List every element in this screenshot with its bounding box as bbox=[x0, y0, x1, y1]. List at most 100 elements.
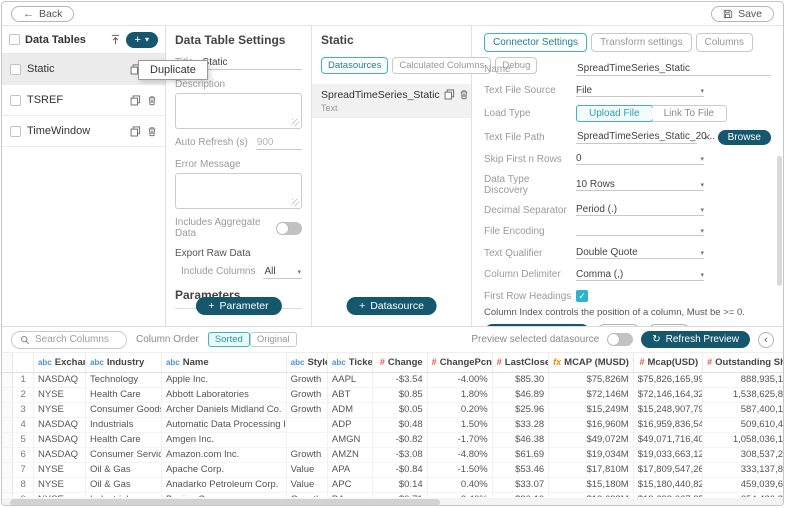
row-checkbox[interactable] bbox=[10, 94, 21, 106]
table-cell: 1,058,036,145 bbox=[702, 432, 783, 448]
file-encoding-select[interactable]: ▾ bbox=[576, 227, 704, 236]
sidebar-item-static[interactable]: Static bbox=[2, 54, 165, 85]
browse-button[interactable]: Browse bbox=[717, 129, 771, 145]
add-data-table-button[interactable]: + ▾ bbox=[125, 31, 158, 48]
auto-refresh-input[interactable]: 900 bbox=[255, 137, 302, 150]
data-tables-sidebar: Data Tables + ▾ Static bbox=[2, 26, 166, 326]
delete-icon[interactable] bbox=[147, 126, 157, 137]
include-columns-select[interactable]: All ▾ bbox=[263, 266, 302, 279]
table-cell: $61.69 bbox=[492, 447, 550, 463]
name-input[interactable]: SpreadTimeSeries_Static bbox=[576, 63, 771, 76]
row-checkbox[interactable] bbox=[10, 125, 21, 137]
search-columns-input[interactable] bbox=[35, 334, 118, 345]
tab-calculated-columns[interactable]: Calculated Columns bbox=[392, 57, 492, 74]
datasource-item[interactable]: SpreadTimeSeries_Static Text bbox=[312, 84, 471, 118]
refresh-preview-button[interactable]: ↻ Refresh Preview bbox=[641, 331, 750, 348]
table-cell: -$3.54 bbox=[372, 372, 428, 388]
duplicate-icon[interactable] bbox=[130, 94, 141, 106]
tab-connector-settings[interactable]: Connector Settings bbox=[484, 33, 588, 52]
table-cell: $0.14 bbox=[372, 477, 428, 493]
column-header: # Change bbox=[372, 353, 428, 373]
error-message-label: Error Message bbox=[175, 159, 241, 170]
description-textarea[interactable] bbox=[175, 93, 302, 129]
table-cell: 1.80% bbox=[427, 387, 493, 403]
tab-datasources[interactable]: Datasources bbox=[321, 57, 389, 74]
delete-icon[interactable] bbox=[459, 89, 469, 100]
error-message-textarea[interactable] bbox=[175, 173, 302, 209]
table-cell: $49,071,716,405 bbox=[633, 432, 704, 448]
duplicate-icon[interactable] bbox=[444, 89, 455, 100]
connector-settings-panel: Connector Settings Transform settings Co… bbox=[472, 26, 783, 326]
decimal-separator-label: Decimal Separator bbox=[484, 204, 567, 216]
add-parameter-button[interactable]: + Parameter bbox=[195, 297, 282, 315]
main-area: Data Tables + ▾ Static bbox=[2, 26, 783, 326]
table-cell: 0.40% bbox=[427, 477, 493, 493]
table-cell: Growth bbox=[286, 492, 328, 497]
table-cell: APC bbox=[327, 477, 374, 493]
preview-toggle-label: Preview selected datasource bbox=[471, 334, 600, 345]
chevron-down-icon: ▾ bbox=[700, 87, 704, 95]
back-button[interactable]: ← Back bbox=[11, 5, 75, 22]
clear-file-icon[interactable]: × bbox=[703, 130, 711, 144]
table-cell: $85.30 bbox=[492, 372, 550, 388]
includes-aggregate-toggle[interactable] bbox=[276, 221, 302, 235]
table-cell: Growth bbox=[286, 372, 328, 388]
text-file-source-select[interactable]: File ▾ bbox=[576, 84, 704, 97]
title-input[interactable]: Static bbox=[201, 57, 302, 70]
order-original-option[interactable]: Original bbox=[249, 332, 297, 347]
order-sorted-option[interactable]: Sorted bbox=[207, 332, 250, 347]
save-label: Save bbox=[738, 7, 762, 20]
text-file-source-label: Text File Source bbox=[484, 85, 556, 96]
sidebar-item-tsref[interactable]: TSREF bbox=[2, 85, 165, 116]
table-row: 5 NASDAQ Health Care Amgen Inc. AMGN -$0.82 -1… bbox=[2, 432, 783, 448]
text-file-path-input[interactable]: SpreadTimeSeries_Static_20... bbox=[576, 130, 716, 144]
table-cell: $16,960M bbox=[548, 417, 634, 433]
select-all-checkbox[interactable] bbox=[9, 34, 20, 45]
load-type-segmented: Upload File Link To File bbox=[576, 105, 727, 122]
column-header: # ChangePcnt bbox=[427, 353, 493, 373]
table-cell: $0.71 bbox=[372, 492, 428, 497]
data-type-discovery-select[interactable]: 10 Rows ▾ bbox=[576, 178, 704, 191]
tab-debug[interactable]: Debug bbox=[495, 57, 538, 74]
delete-icon[interactable] bbox=[147, 95, 157, 106]
preview-datasource-toggle[interactable] bbox=[607, 333, 634, 346]
import-icon[interactable] bbox=[110, 34, 121, 45]
table-cell: $17,810M bbox=[548, 462, 634, 478]
save-button[interactable]: Save bbox=[711, 5, 774, 22]
table-cell: ADM bbox=[327, 402, 374, 418]
row-number: 2 bbox=[12, 387, 34, 403]
sidebar-item-timewindow[interactable]: TimeWindow bbox=[2, 116, 165, 147]
upload-file-option[interactable]: Upload File bbox=[576, 105, 653, 122]
duplicate-icon[interactable] bbox=[130, 125, 141, 137]
sidebar-header: Data Tables + ▾ bbox=[2, 26, 165, 54]
vertical-scrollbar[interactable] bbox=[777, 156, 782, 286]
tab-columns[interactable]: Columns bbox=[695, 33, 753, 52]
decimal-separator-select[interactable]: Period (.) ▾ bbox=[576, 204, 704, 216]
table-cell: 654,420,842 bbox=[702, 492, 783, 497]
horizontal-scrollbar-thumb[interactable] bbox=[10, 499, 440, 505]
skip-first-n-rows-select[interactable]: 0 ▾ bbox=[576, 153, 704, 165]
table-cell: $25.96 bbox=[492, 402, 550, 418]
first-row-headings-checkbox[interactable]: ✓ bbox=[576, 290, 588, 302]
table-cell: NYSE bbox=[33, 402, 87, 418]
column-delimiter-select[interactable]: Comma (,) ▾ bbox=[576, 268, 704, 281]
horizontal-scrollbar-track[interactable] bbox=[2, 498, 783, 505]
link-to-file-option[interactable]: Link To File bbox=[651, 106, 726, 121]
generate-columns-button[interactable]: Generate Columns bbox=[484, 324, 590, 326]
add-datasource-button[interactable]: + Datasource bbox=[346, 297, 437, 315]
row-checkbox[interactable] bbox=[10, 63, 21, 75]
search-columns-box[interactable] bbox=[11, 330, 127, 349]
table-cell: Consumer Services bbox=[85, 447, 162, 463]
table-cell: -$0.84 bbox=[372, 462, 428, 478]
chevron-down-icon: ▾ bbox=[700, 250, 704, 257]
table-cell: $75,826M bbox=[548, 372, 634, 388]
tab-transform-settings[interactable]: Transform settings bbox=[591, 33, 692, 52]
table-cell: Automatic Data Processing Inc. bbox=[161, 417, 287, 433]
collapse-chevron-button[interactable]: ‹ bbox=[758, 331, 774, 348]
table-cell: Amgen Inc. bbox=[161, 432, 287, 448]
table-cell: -4.00% bbox=[427, 372, 493, 388]
table-cell: $30.10 bbox=[492, 492, 550, 497]
text-qualifier-select[interactable]: Double Quote ▾ bbox=[576, 247, 704, 259]
table-cell: Apache Corp. bbox=[161, 462, 287, 478]
table-cell: $15,180M bbox=[548, 477, 634, 493]
